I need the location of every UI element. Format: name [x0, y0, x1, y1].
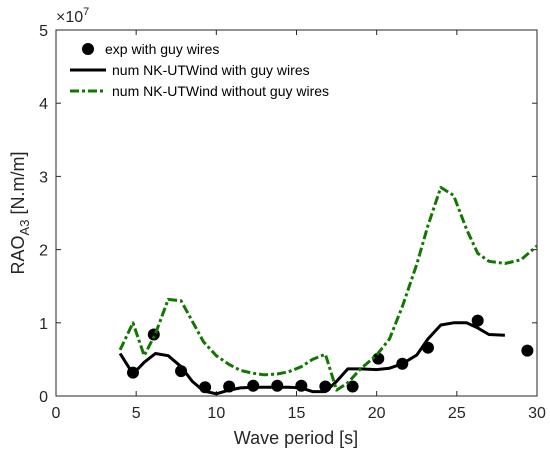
series-line-num-without-guy-wires — [118, 185, 537, 392]
exp-data-point — [521, 344, 534, 357]
x-tick-label: 15 — [288, 405, 306, 422]
x-tick-label: 25 — [448, 405, 466, 422]
series-layer — [118, 185, 537, 396]
x-tick-label: 5 — [132, 405, 141, 422]
y-axis-multiplier: ×107 — [56, 6, 89, 26]
y-tick-label: 4 — [39, 96, 48, 113]
legend-label-num-with: num NK-UTWind with guy wires — [112, 62, 310, 78]
y-axis-title-unit: [N.m/m] — [8, 152, 28, 220]
exp-data-point — [471, 314, 484, 327]
y-multiplier-base: ×10 — [56, 9, 83, 26]
y-tick-label: 3 — [39, 169, 48, 186]
y-multiplier-exponent: 7 — [83, 6, 89, 18]
x-axis-title: Wave period [s] — [234, 428, 358, 448]
x-axis-ticks: 0 5 10 15 20 25 30 — [52, 30, 546, 422]
series-line-num-with-guy-wires — [118, 321, 505, 396]
legend-label-exp: exp with guy wires — [105, 41, 219, 57]
x-tick-label: 20 — [368, 405, 386, 422]
x-tick-label: 10 — [207, 405, 225, 422]
y-axis-title-subscript: A3 — [17, 220, 32, 236]
exp-data-point — [346, 380, 359, 393]
legend: exp with guy wires num NK-UTWind with gu… — [70, 41, 329, 99]
y-tick-label: 1 — [39, 316, 48, 333]
legend-label-num-without: num NK-UTWind without guy wires — [112, 83, 329, 99]
legend-marker-exp — [82, 43, 94, 55]
y-axis-ticks: 0 1 2 3 4 5 — [39, 23, 537, 406]
x-tick-label: 30 — [528, 405, 546, 422]
y-tick-label: 5 — [39, 23, 48, 40]
y-tick-label: 2 — [39, 243, 48, 260]
y-axis-title-main: RAO — [8, 235, 28, 274]
x-tick-label: 0 — [52, 405, 61, 422]
exp-data-point — [372, 352, 385, 365]
y-tick-label: 0 — [39, 389, 48, 406]
y-axis-title: RAOA3 [N.m/m] — [8, 152, 32, 275]
